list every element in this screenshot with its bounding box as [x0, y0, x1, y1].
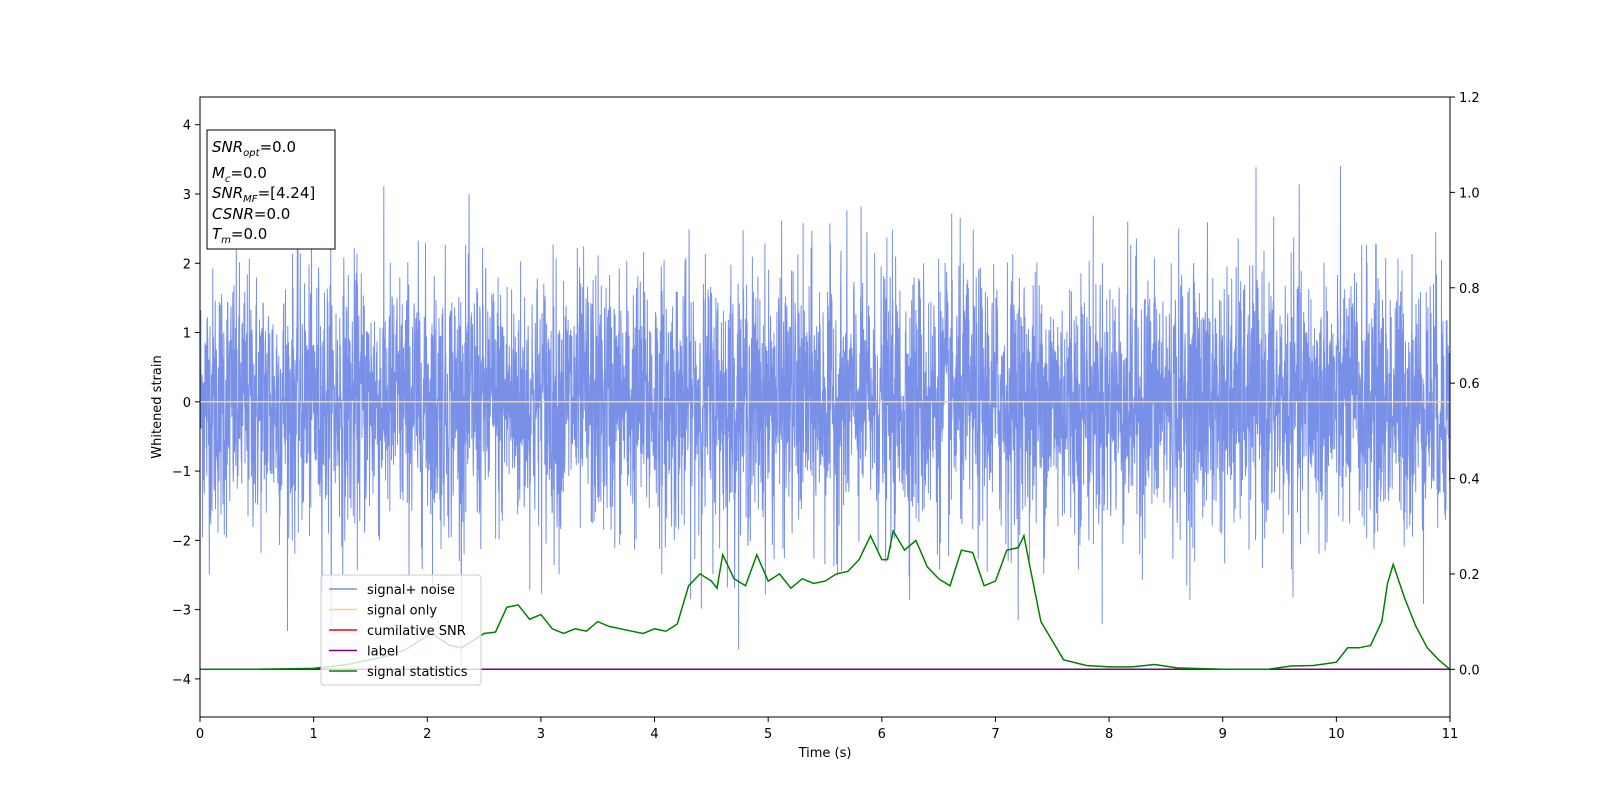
- x-axis-title: Time (s): [798, 746, 852, 761]
- legend-label: signal only: [367, 604, 437, 619]
- x-tick-label: 7: [991, 727, 999, 742]
- x-tick-label: 9: [1219, 727, 1227, 742]
- legend-label: signal+ noise: [367, 583, 455, 598]
- y-axis-right: 0.0 0.2 0.4 0.6 0.8 1.0 1.2: [1450, 91, 1480, 678]
- x-tick-label: 5: [764, 727, 772, 742]
- legend-label: cumilative SNR: [367, 624, 466, 639]
- y-tick-label: −2: [172, 534, 191, 549]
- y-tick-label: 4: [183, 119, 191, 134]
- y-tick-label: 1: [183, 327, 191, 342]
- info-box: SNRopt=0.0 Mc=0.0 SNRMF=[4.24] CSNR=0.0 …: [206, 129, 336, 250]
- y2-tick-label: 0.8: [1459, 282, 1480, 297]
- y2-tick-label: 0.2: [1459, 568, 1480, 583]
- info-snr-mf: SNRMF=[4.24]: [212, 184, 315, 205]
- x-tick-label: 1: [309, 727, 317, 742]
- y-tick-label: −4: [172, 673, 191, 688]
- y-tick-label: 2: [183, 257, 191, 272]
- series-signal-plus-noise-line: [200, 165, 1450, 662]
- x-axis: 0 1 2 3 4 5 6 7 8 9 10 11: [196, 717, 1458, 742]
- x-tick-label: 4: [650, 727, 658, 742]
- x-tick-label: 10: [1328, 727, 1345, 742]
- info-tm: Tm=0.0: [212, 225, 267, 246]
- y2-tick-label: 0.4: [1459, 473, 1480, 488]
- legend-label: label: [367, 645, 398, 660]
- y-tick-label: 3: [183, 188, 191, 203]
- y2-tick-label: 0.6: [1459, 377, 1480, 392]
- series-signal-statistics-line: [200, 528, 1450, 671]
- x-tick-label: 8: [1105, 727, 1113, 742]
- legend-frame: [320, 574, 482, 686]
- plot-frame: [199, 96, 1451, 718]
- y-axis-title: Whitened strain: [150, 355, 165, 458]
- x-tick-label: 11: [1442, 727, 1459, 742]
- y2-tick-label: 1.0: [1459, 186, 1480, 201]
- y-axis-left: −4 −3 −2 −1 0 1 2 3 4: [172, 119, 200, 688]
- y-tick-label: −1: [172, 465, 191, 480]
- x-tick-label: 0: [196, 727, 204, 742]
- x-tick-label: 3: [537, 727, 545, 742]
- y-tick-label: −3: [172, 604, 191, 619]
- x-tick-label: 2: [423, 727, 431, 742]
- legend-label: signal statistics: [367, 665, 468, 680]
- y2-tick-label: 0.0: [1459, 663, 1480, 678]
- info-snr-opt: SNRopt=0.0: [212, 138, 296, 159]
- y2-tick-label: 1.2: [1459, 91, 1480, 106]
- legend: signal+ noise signal only cumilative SNR la…: [320, 574, 482, 686]
- info-mc: Mc=0.0: [212, 164, 267, 185]
- y-tick-label: 0: [183, 396, 191, 411]
- x-tick-label: 6: [878, 727, 886, 742]
- info-box-frame: [206, 129, 336, 250]
- info-csnr: CSNR=0.0: [212, 205, 290, 223]
